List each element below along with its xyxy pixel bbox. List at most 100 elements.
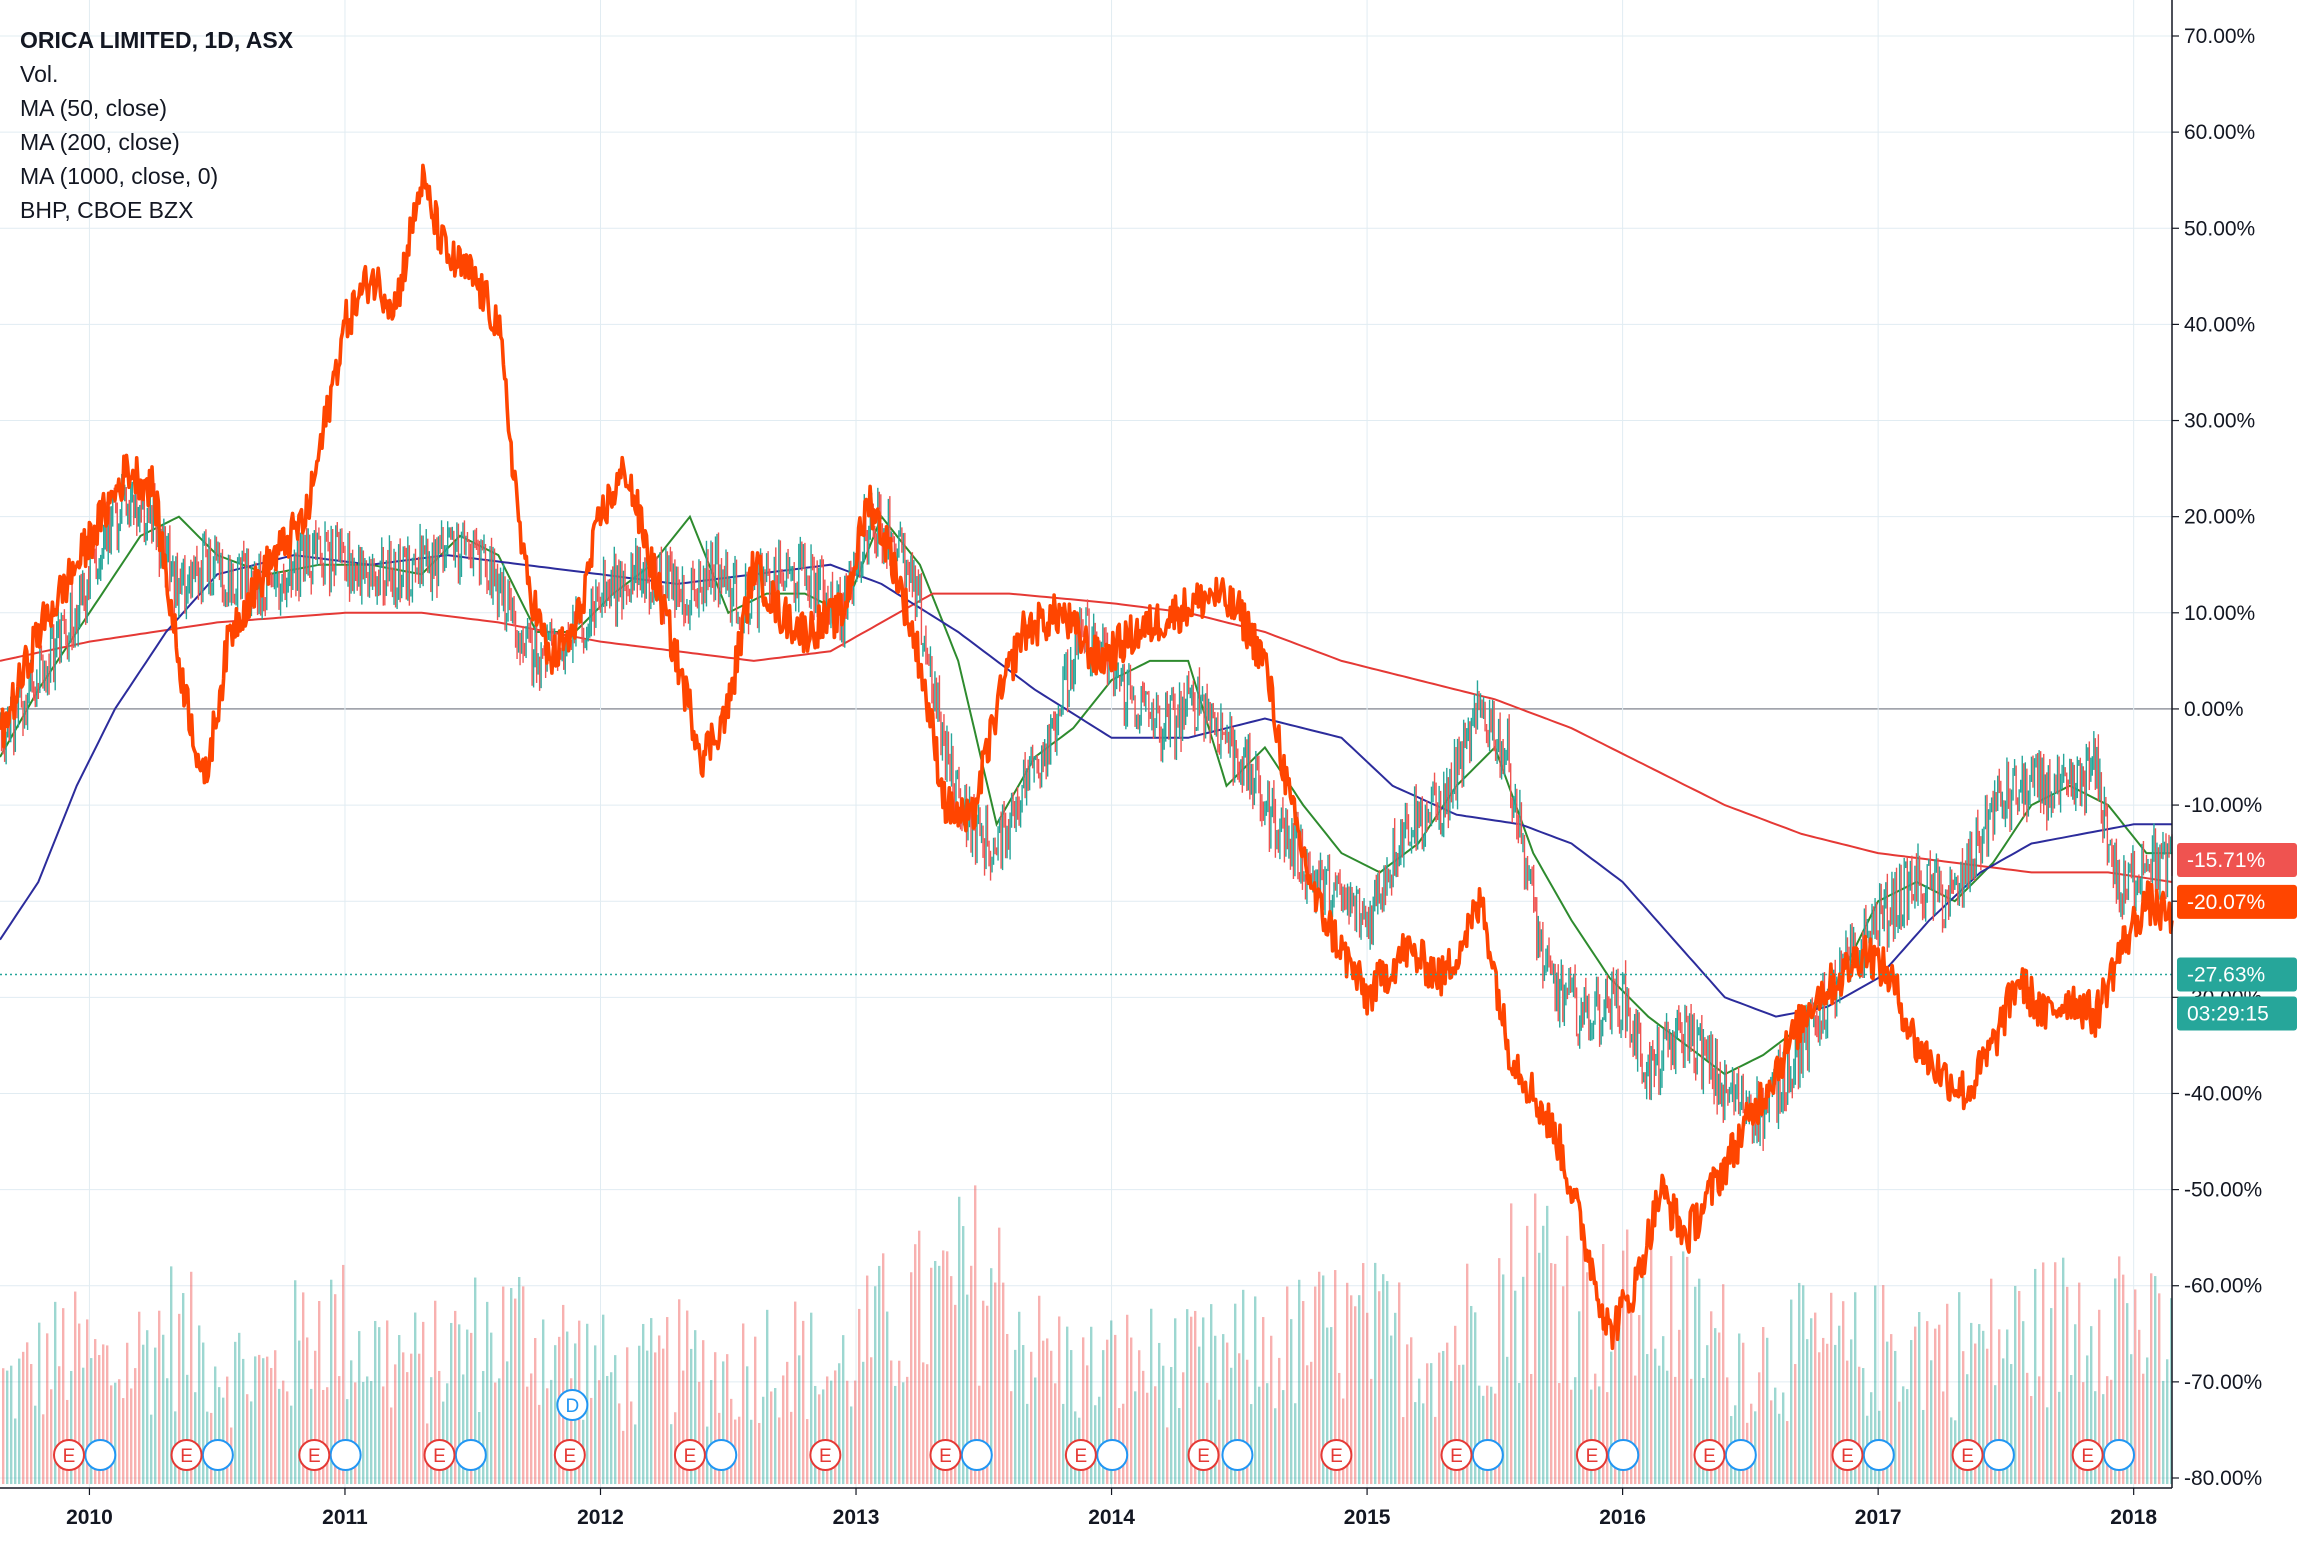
volume-bar — [1770, 1400, 1773, 1484]
volume-bar — [282, 1380, 285, 1484]
volume-bar — [782, 1375, 785, 1484]
volume-bar — [674, 1412, 677, 1484]
volume-bar — [714, 1352, 717, 1484]
volume-bar — [1818, 1352, 1821, 1484]
earnings-event-marker: E — [1320, 1439, 1353, 1471]
volume-bar — [1326, 1327, 1329, 1484]
volume-bar — [138, 1311, 141, 1484]
volume-bar — [1094, 1405, 1097, 1484]
volume-bar — [1534, 1193, 1537, 1484]
volume-bar — [794, 1301, 797, 1484]
volume-bar — [1010, 1391, 1013, 1484]
volume-bar — [1594, 1373, 1597, 1484]
volume-bar — [494, 1382, 497, 1484]
volume-bar — [1890, 1334, 1893, 1484]
volume-bar — [918, 1230, 921, 1484]
volume-bar — [1586, 1272, 1589, 1484]
volume-bar — [454, 1310, 457, 1484]
volume-bar — [1258, 1386, 1261, 1484]
volume-bar — [1390, 1335, 1393, 1484]
volume-bar — [466, 1329, 469, 1484]
volume-bar — [670, 1424, 673, 1484]
volume-bar — [834, 1370, 837, 1484]
volume-bar — [1478, 1385, 1481, 1484]
volume-bar — [1494, 1393, 1497, 1484]
volume-bar — [1450, 1380, 1453, 1484]
earnings-event-label: E — [433, 1446, 446, 1467]
volume-bar — [1642, 1276, 1645, 1484]
volume-bar — [338, 1376, 341, 1484]
volume-bar — [518, 1276, 521, 1484]
volume-bar — [842, 1335, 845, 1484]
series-ma200-line — [0, 592, 2173, 883]
volume-bar — [330, 1279, 333, 1484]
volume-bar — [962, 1226, 965, 1484]
volume-bar — [814, 1385, 817, 1484]
volume-bar — [218, 1387, 221, 1484]
volume-bar — [1902, 1386, 1905, 1484]
volume-bar — [2154, 1276, 2157, 1484]
volume-bar — [386, 1320, 389, 1484]
volume-bar — [502, 1286, 505, 1484]
volume-bar — [2118, 1256, 2121, 1484]
earnings-event-circle — [929, 1439, 962, 1471]
volume-bar — [778, 1417, 781, 1484]
volume-bar — [30, 1364, 33, 1484]
volume-bar — [1458, 1364, 1461, 1484]
price-series — [0, 163, 2174, 1351]
dividend-event-marker — [84, 1439, 117, 1471]
volume-bar — [890, 1360, 893, 1484]
earnings-event-label: E — [1197, 1446, 1210, 1467]
volume-bar — [1438, 1352, 1441, 1484]
volume-bar — [238, 1332, 241, 1484]
volume-bar — [1334, 1270, 1337, 1484]
y-tick-label: 20.00% — [2184, 506, 2255, 529]
volume-bar — [158, 1310, 161, 1484]
volume-bar — [2038, 1376, 2041, 1484]
earnings-event-label: E — [180, 1446, 193, 1467]
y-tick-label: 30.00% — [2184, 410, 2255, 433]
earnings-event-circle — [1951, 1439, 1984, 1471]
volume-bar — [2054, 1262, 2057, 1484]
volume-bar — [298, 1340, 301, 1484]
volume-bar — [1298, 1279, 1301, 1484]
volume-bar — [254, 1356, 257, 1484]
volume-bar — [110, 1385, 113, 1484]
volume-bar — [190, 1271, 193, 1484]
volume-bar — [1302, 1301, 1305, 1484]
volume-bar — [1030, 1351, 1033, 1484]
volume-bar — [866, 1275, 869, 1484]
legend-line-compare: BHP, CBOE BZX — [20, 197, 193, 223]
volume-bar — [590, 1397, 593, 1484]
volume-bar — [1446, 1342, 1449, 1484]
volume-bar — [1470, 1305, 1473, 1484]
volume-bar — [2094, 1391, 2097, 1484]
volume-bar — [22, 1351, 25, 1484]
earnings-event-circle — [2071, 1439, 2104, 1471]
y-tick-label: -40.00% — [2184, 1082, 2262, 1105]
volume-bar — [146, 1330, 149, 1484]
volume-bar — [474, 1277, 477, 1484]
volume-bar — [1834, 1344, 1837, 1484]
volume-bar — [486, 1301, 489, 1484]
volume-bar — [682, 1370, 685, 1484]
volume-bar — [1774, 1387, 1777, 1484]
volume-bar — [610, 1372, 613, 1484]
volume-bar — [1710, 1311, 1713, 1484]
volume-bar — [2074, 1324, 2077, 1484]
volume-bar — [1306, 1365, 1309, 1484]
volume-bar — [106, 1345, 109, 1484]
earnings-event-label: E — [684, 1446, 697, 1467]
dividend-event-marker — [1221, 1439, 1254, 1471]
volume-bar — [666, 1317, 669, 1484]
volume-bar — [1894, 1350, 1897, 1484]
volume-bar — [1830, 1292, 1833, 1484]
volume-bar — [854, 1380, 857, 1484]
volume-bar — [1250, 1404, 1253, 1484]
volume-bar — [2106, 1376, 2109, 1484]
dividend-event-marker — [329, 1439, 362, 1471]
volume-bar — [1570, 1389, 1573, 1484]
volume-bar — [366, 1376, 369, 1484]
volume-bar — [878, 1265, 881, 1484]
